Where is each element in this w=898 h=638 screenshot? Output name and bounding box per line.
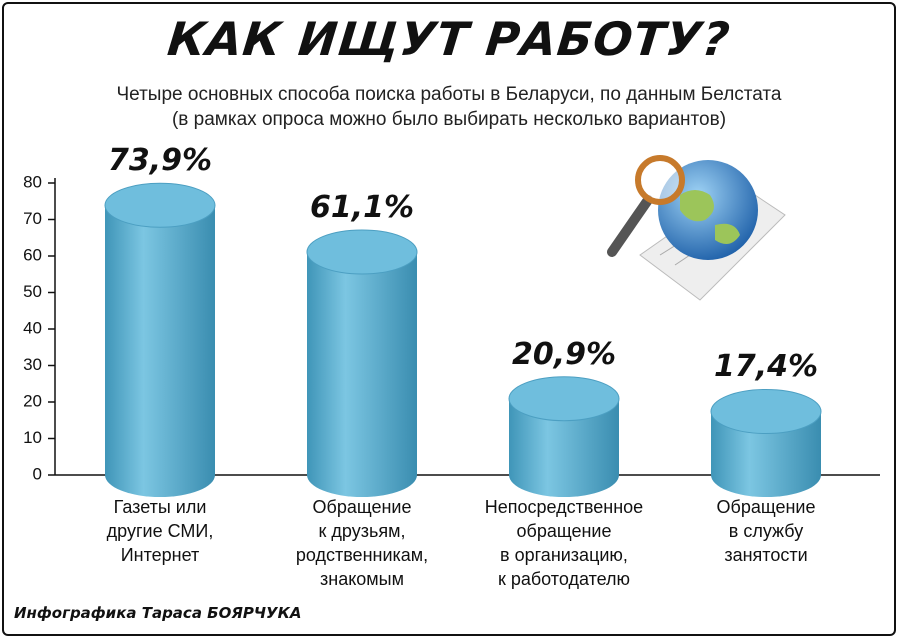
value-label: 61,1%	[309, 189, 415, 225]
bar	[307, 251, 417, 497]
value-label: 20,9%	[511, 336, 617, 372]
chart-subtitle: Четыре основных способа поиска работы в …	[116, 84, 782, 130]
bar	[509, 398, 619, 497]
bar	[105, 205, 215, 497]
y-tick-label: 80	[23, 172, 42, 191]
y-tick-label: 40	[23, 318, 42, 337]
bar-top	[710, 388, 822, 434]
globe-icon	[607, 155, 786, 301]
y-tick-label: 10	[23, 428, 42, 447]
chart-title: КАК ИЩУТ РАБОТУ?	[165, 12, 733, 66]
y-tick-label: 30	[23, 355, 42, 374]
bar-top	[104, 182, 216, 228]
bar-top	[508, 376, 620, 422]
value-label: 17,4%	[713, 349, 819, 385]
y-tick-label: 50	[23, 282, 42, 301]
x-tick-label: Газеты или другие СМИ, Интернет	[106, 497, 214, 565]
x-tick-label: Обращение в службу занятости	[716, 497, 816, 565]
credit: Инфографика Тараса БОЯРЧУКА	[14, 604, 302, 622]
y-tick-label: 0	[33, 464, 42, 483]
y-tick-label: 70	[23, 209, 42, 228]
y-tick-label: 60	[23, 245, 42, 264]
x-tick-label: Непосредственное обращение в организацию…	[484, 497, 644, 589]
value-label: 73,9%	[107, 143, 213, 179]
bar	[711, 411, 821, 497]
x-tick-label: Обращение к друзьям, родственникам, знак…	[295, 497, 429, 589]
y-tick-label: 20	[23, 391, 42, 410]
bar-top	[306, 229, 418, 275]
